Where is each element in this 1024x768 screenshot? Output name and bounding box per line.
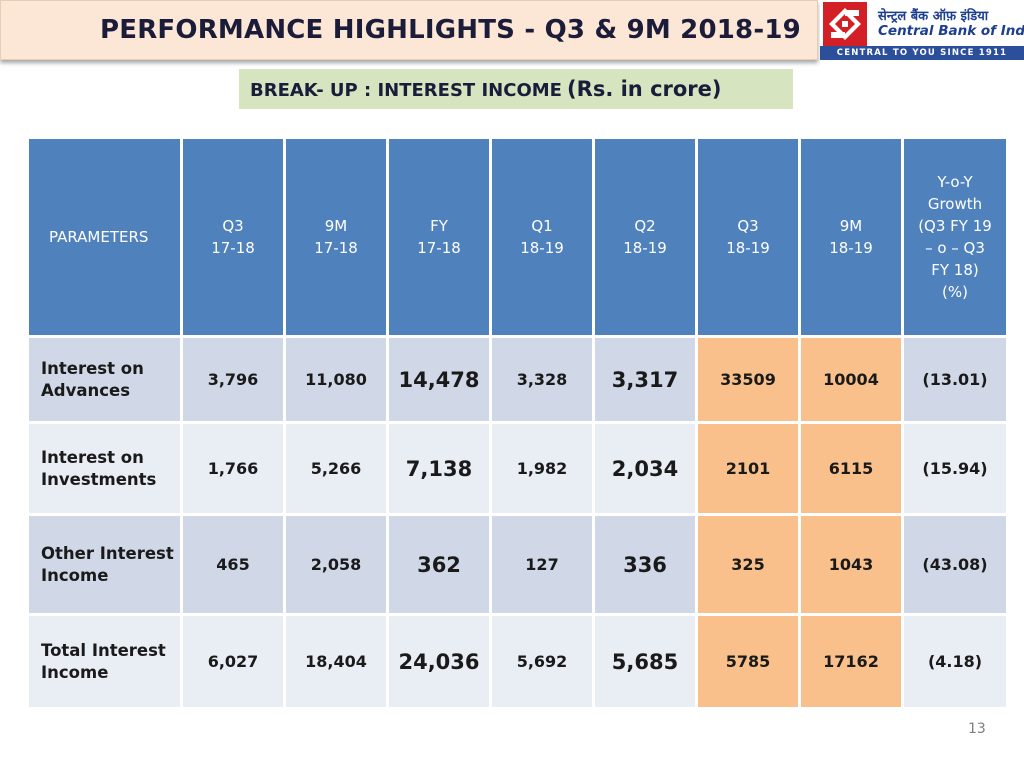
table-cell: 7,138 xyxy=(386,421,492,516)
row-label-line: Advances xyxy=(41,380,131,400)
column-header-line: Q1 xyxy=(531,217,553,235)
row-label-line: Income xyxy=(41,662,109,682)
row-label-line: Interest on xyxy=(41,358,144,378)
column-header-line: 9M xyxy=(839,217,863,235)
bank-name-hindi: सेन्ट्रल बैंक ऑफ़ इंडिया xyxy=(878,9,989,24)
column-header-growth: Y-o-Y Growth (Q3 FY 19 – o – Q3 FY 18) (… xyxy=(901,136,1009,338)
row-label: Interest on Advances xyxy=(26,335,183,424)
growth-header-line: Y-o-Y xyxy=(937,173,973,191)
row-label-line: Interest on xyxy=(41,447,144,467)
table-cell-highlight: 1043 xyxy=(798,513,904,616)
table-cell-highlight: 6115 xyxy=(798,421,904,516)
table-cell: 3,317 xyxy=(592,335,698,424)
table-row: Interest on Investments 1,766 5,266 7,138… xyxy=(26,421,1009,516)
table-cell: 465 xyxy=(180,513,286,616)
table-cell-growth: (15.94) xyxy=(901,421,1009,516)
table-cell-highlight: 17162 xyxy=(798,613,904,710)
row-label-line: Investments xyxy=(41,469,157,489)
subtitle-text: BREAK- UP : INTEREST INCOME xyxy=(250,80,562,101)
row-label-line: Income xyxy=(41,565,109,585)
column-header: Q2 18-19 xyxy=(592,136,698,338)
table-cell-highlight: 10004 xyxy=(798,335,904,424)
column-header-line: 18-19 xyxy=(726,239,770,257)
subtitle-unit: (Rs. in crore) xyxy=(567,77,722,101)
column-header: 9M 18-19 xyxy=(798,136,904,338)
table-cell: 3,796 xyxy=(180,335,286,424)
row-label-line: Other Interest xyxy=(41,543,174,563)
table-row: Interest on Advances 3,796 11,080 14,478 … xyxy=(26,335,1009,424)
table-cell-growth: (4.18) xyxy=(901,613,1009,710)
column-header: 9M 17-18 xyxy=(283,136,389,338)
table-cell: 362 xyxy=(386,513,492,616)
table-cell: 1,766 xyxy=(180,421,286,516)
column-header-line: 17-18 xyxy=(314,239,358,257)
growth-header-line: Growth xyxy=(927,195,983,213)
table-cell: 24,036 xyxy=(386,613,492,710)
bank-name-english: Central Bank of India xyxy=(878,23,1024,39)
column-header-line: 18-19 xyxy=(829,239,873,257)
subtitle-box: BREAK- UP : INTEREST INCOME (Rs. in cror… xyxy=(239,69,793,109)
table-cell-highlight: 33509 xyxy=(695,335,801,424)
bank-logo: सेन्ट्रल बैंक ऑफ़ इंडिया Central Bank of… xyxy=(820,0,1024,62)
interest-income-table: PARAMETERS Q3 17-18 9M 17-18 FY 17-18 Q1 18-… xyxy=(26,136,1009,710)
row-label: Other Interest Income xyxy=(26,513,183,616)
column-header: Q3 18-19 xyxy=(695,136,801,338)
column-header-line: 17-18 xyxy=(211,239,255,257)
table-cell: 11,080 xyxy=(283,335,389,424)
page-number: 13 xyxy=(968,721,986,737)
table-cell: 2,034 xyxy=(592,421,698,516)
column-header-line: Q3 xyxy=(222,217,244,235)
table-cell: 18,404 xyxy=(283,613,389,710)
column-header-line: 17-18 xyxy=(417,239,461,257)
title-bar: PERFORMANCE HIGHLIGHTS - Q3 & 9M 2018-19 xyxy=(0,0,818,60)
table-cell: 6,027 xyxy=(180,613,286,710)
table-cell-growth: (43.08) xyxy=(901,513,1009,616)
column-header-line: FY xyxy=(430,217,448,235)
growth-header-line: – o – Q3 xyxy=(925,239,985,257)
table-cell: 14,478 xyxy=(386,335,492,424)
column-header: FY 17-18 xyxy=(386,136,492,338)
table-cell-highlight: 5785 xyxy=(695,613,801,710)
growth-header-line: (%) xyxy=(942,283,968,301)
column-header-parameters: PARAMETERS xyxy=(26,136,183,338)
column-header-line: 18-19 xyxy=(520,239,564,257)
column-header: Q3 17-18 xyxy=(180,136,286,338)
table-header-row: PARAMETERS Q3 17-18 9M 17-18 FY 17-18 Q1 18-… xyxy=(26,136,1009,338)
growth-header-line: FY 18) xyxy=(931,261,979,279)
growth-header-line: (Q3 FY 19 xyxy=(918,217,992,235)
row-label: Interest on Investments xyxy=(26,421,183,516)
row-label-line: Total Interest xyxy=(41,640,166,660)
column-header-line: 9M xyxy=(324,217,348,235)
table-cell: 336 xyxy=(592,513,698,616)
table-row: Total Interest Income 6,027 18,404 24,036… xyxy=(26,613,1009,710)
table-cell: 5,692 xyxy=(489,613,595,710)
row-label: Total Interest Income xyxy=(26,613,183,710)
bank-emblem-icon xyxy=(823,2,867,46)
column-header-line: Q3 xyxy=(737,217,759,235)
table-cell: 5,266 xyxy=(283,421,389,516)
bank-tagline: CENTRAL TO YOU SINCE 1911 xyxy=(820,46,1024,60)
table-cell: 1,982 xyxy=(489,421,595,516)
column-header: Q1 18-19 xyxy=(489,136,595,338)
table-cell: 3,328 xyxy=(489,335,595,424)
table-cell: 127 xyxy=(489,513,595,616)
page-title: PERFORMANCE HIGHLIGHTS - Q3 & 9M 2018-19 xyxy=(100,15,801,45)
table-cell-highlight: 325 xyxy=(695,513,801,616)
column-header-line: Q2 xyxy=(634,217,656,235)
table-cell-growth: (13.01) xyxy=(901,335,1009,424)
table-cell: 5,685 xyxy=(592,613,698,710)
column-header-line: 18-19 xyxy=(623,239,667,257)
table-cell: 2,058 xyxy=(283,513,389,616)
table-cell-highlight: 2101 xyxy=(695,421,801,516)
table-row: Other Interest Income 465 2,058 362 127 3… xyxy=(26,513,1009,616)
